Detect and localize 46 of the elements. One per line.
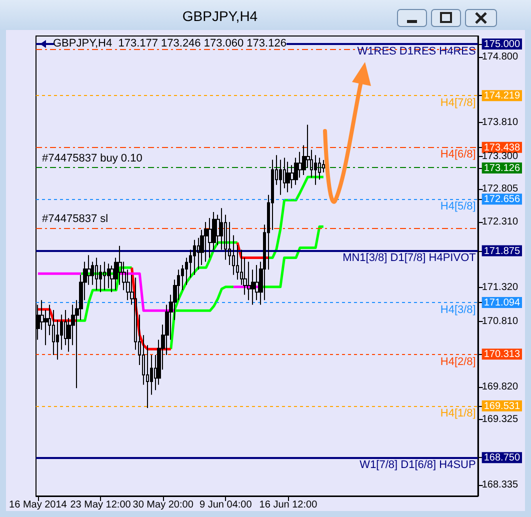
- ref-line-label: H4[5/8]: [440, 200, 476, 212]
- ref-line-label: W1[7/8] D1[6/8] H4SUP: [360, 459, 476, 472]
- y-tick-label: 173.300: [482, 150, 518, 162]
- y-tick-label: 173.438: [484, 142, 520, 154]
- annotation: #74475837 sl: [42, 213, 108, 226]
- y-tick-label: 171.094: [484, 297, 520, 308]
- candlestick: [193, 239, 196, 276]
- ref-line-label: H4[7/8]: [440, 97, 476, 110]
- y-tick-label: 168.750: [484, 452, 520, 464]
- x-tick-label: 9 Jun 04:00: [200, 500, 252, 510]
- candlestick: [255, 264, 259, 301]
- ref-line-label: H4[3/8]: [440, 304, 476, 316]
- x-tick-label: 16 May 2014: [9, 500, 68, 510]
- y-tick-label: 172.310: [482, 216, 518, 228]
- y-tick-label: 172.656: [484, 194, 520, 206]
- annotation: #74475837 buy 0.10: [42, 152, 142, 164]
- candlestick: [107, 263, 110, 289]
- candlestick: [103, 261, 106, 291]
- y-tick-label: 172.805: [482, 184, 518, 195]
- y-tick-label: 175.000: [484, 38, 520, 50]
- candlestick: [279, 159, 282, 196]
- y-tick-label: 171.875: [484, 246, 520, 257]
- y-tick-label: 170.313: [484, 349, 520, 360]
- y-tick-label: 169.820: [482, 381, 518, 392]
- y-tick-label: 173.126: [484, 162, 520, 174]
- candlestick: [204, 221, 208, 262]
- x-tick-label: 16 Jun 12:00: [259, 500, 318, 510]
- y-tick-label: 170.810: [482, 316, 518, 327]
- ref-line-label: MN1[3/8] D1[7/8] H4PIVOT: [342, 252, 476, 264]
- y-tick-label: 168.335: [482, 480, 518, 491]
- y-tick-label: 173.810: [482, 117, 518, 128]
- ref-line-label: H4[6/8]: [440, 148, 476, 161]
- x-tick-label: 23 May 12:00: [70, 500, 132, 510]
- y-tick-label: 169.531: [484, 400, 520, 412]
- y-tick-label: 174.219: [484, 90, 520, 102]
- y-tick-label: 171.320: [482, 282, 518, 294]
- candlestick: [247, 261, 251, 301]
- x-tick-label: 30 May 20:00: [132, 500, 194, 510]
- y-tick-label: 169.325: [482, 414, 518, 426]
- candlestick: [95, 257, 98, 291]
- ref-line-label: H4[1/8]: [440, 407, 476, 420]
- chart-title: GBPJPY,H4: [181, 8, 259, 24]
- y-tick-label: 174.800: [482, 52, 518, 63]
- candlestick: [286, 161, 290, 193]
- ref-line-label: H4[2/8]: [440, 356, 476, 368]
- annotation: GBPJPY,H4 173.177 173.246 173.060 173.126: [53, 38, 286, 50]
